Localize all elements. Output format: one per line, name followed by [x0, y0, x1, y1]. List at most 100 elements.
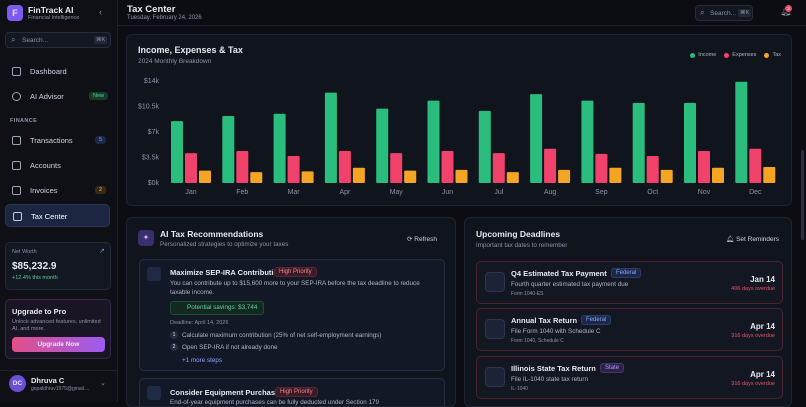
chart-card: Income, Expenses & Tax 2024 Monthly Brea…: [126, 34, 792, 206]
legend-item[interactable]: Tax: [764, 52, 781, 58]
calendar-icon: [485, 319, 505, 339]
user-menu[interactable]: ⌄: [100, 380, 106, 387]
deadline-status: 406 days overdue: [731, 286, 775, 292]
x-tick-label: Jun: [442, 189, 453, 196]
bar: [376, 108, 389, 183]
nav-item-active[interactable]: Tax Center: [5, 204, 110, 227]
upgrade-title: Upgrade to Pro: [12, 307, 67, 316]
bar: [338, 150, 351, 183]
nav-badge: 5: [95, 136, 107, 144]
bar: [660, 169, 673, 183]
bar: [581, 100, 594, 183]
deadline-form: Form 1040, Schedule C: [511, 338, 564, 344]
savings: Potential savings: $3,744: [170, 301, 265, 315]
upgrade-button[interactable]: Upgrade Now: [12, 337, 105, 352]
x-tick-label: Oct: [647, 189, 658, 196]
bar: [222, 115, 235, 183]
section-label: FINANCE: [10, 118, 38, 124]
bar: [404, 170, 417, 183]
deadline-title: Annual Tax Return: [511, 316, 578, 325]
bar: [506, 172, 519, 183]
nav-icon: [12, 92, 21, 101]
bar: [185, 153, 197, 183]
deadline-item[interactable]: Annual Tax Return Federal File Form 1040 w…: [476, 308, 783, 351]
refresh-label: Refresh: [414, 236, 438, 243]
x-tick-label: May: [390, 189, 404, 196]
deadline-form: Form 1040-ES: [511, 291, 544, 297]
bar: [558, 169, 571, 183]
scrollbar: [801, 150, 804, 240]
nav-badge: 2: [95, 186, 107, 194]
header: Tax Center Tuesday, February 24, 2026 ⌕ …: [118, 0, 806, 26]
chart-subtitle: 2024 Monthly Breakdown: [138, 58, 212, 65]
x-tick-label: Mar: [288, 189, 301, 196]
nav-item[interactable]: Dashboard: [5, 60, 110, 82]
calendar-icon: [485, 272, 505, 292]
nav-label: Accounts: [30, 161, 61, 170]
search-placeholder: Search...: [710, 10, 737, 17]
more-steps[interactable]: +1 more steps: [182, 357, 223, 364]
legend-item[interactable]: Income: [690, 52, 716, 58]
search-key: ⌘K: [94, 36, 108, 44]
bar: [273, 113, 286, 183]
rec-icon: [147, 386, 161, 400]
y-tick-label: $0k: [148, 180, 160, 187]
search-icon: ⌕: [700, 8, 705, 17]
search-key: ⌘K: [738, 9, 752, 17]
step-text: Open SEP-IRA if not already done: [182, 344, 278, 351]
rec-item-text: You can contribute up to $15,600 more to…: [170, 280, 420, 296]
deadline-item[interactable]: Q4 Estimated Tax Payment Federal Fourth qu…: [476, 261, 783, 304]
rec-item: Maximize SEP-IRA Contribution High Prior…: [139, 259, 445, 371]
deadline-item[interactable]: Illinois State Tax Return State File IL-10…: [476, 356, 783, 399]
nav-icon: [12, 136, 21, 145]
bar: [712, 167, 724, 183]
bar: [171, 121, 183, 183]
nav-item[interactable]: AI Advisor New: [5, 85, 110, 107]
page-date: Tuesday, February 24, 2026: [127, 15, 202, 21]
deadline-text: File Form 1040 with Schedule C: [511, 328, 601, 335]
legend-swatch: [724, 52, 730, 58]
nav-label: Invoices: [30, 186, 58, 195]
bar: [236, 150, 249, 183]
x-tick-label: Apr: [339, 189, 351, 196]
y-tick-label: $3.5k: [142, 154, 160, 161]
logo[interactable]: F: [7, 5, 23, 21]
avatar[interactable]: DC: [9, 375, 26, 392]
sidebar: F FinTrack AI Financial Intelligence ‹ S…: [0, 0, 118, 402]
bar: [763, 166, 776, 183]
nav-item[interactable]: Transactions 5: [5, 129, 110, 151]
refresh-button[interactable]: ⟳ Refresh: [407, 236, 438, 243]
chart-title: Income, Expenses & Tax: [138, 45, 243, 55]
set-reminders[interactable]: 🔔︎ Set Reminders: [726, 236, 780, 243]
legend-item[interactable]: Expenses: [724, 52, 756, 58]
collapse[interactable]: ‹: [99, 7, 102, 17]
header-search[interactable]: ⌕ Search... ⌘K: [695, 5, 753, 21]
legend-label: Income: [698, 52, 717, 58]
nav-label: Dashboard: [30, 67, 67, 76]
bar: [199, 170, 211, 183]
deadline-form: IL-1040: [511, 386, 528, 392]
priority-badge: High Priority: [275, 387, 318, 397]
nav-badge: New: [89, 92, 109, 100]
deadline-tag: State: [600, 363, 625, 373]
priority-badge: High Priority: [274, 267, 317, 277]
step-number: 2: [170, 343, 178, 351]
rec-item-title: Consider Equipment Purchases: [170, 388, 284, 397]
deadline-title: Illinois State Tax Return: [511, 364, 596, 373]
bar: [544, 148, 557, 183]
bar: [250, 172, 263, 183]
y-tick-label: $10.5k: [138, 103, 160, 110]
net-worth-card: Net Worth ↗ $85,232.9 +12.4% this month: [5, 242, 111, 290]
nav-item[interactable]: Invoices 2: [5, 179, 110, 201]
sidebar-search[interactable]: Search... ⌕ ⌘K: [5, 32, 111, 48]
legend-swatch: [690, 52, 696, 58]
deadline-date: Jan 14: [750, 275, 775, 284]
chart: $0k $3.5k $7k $10.5k $14k Jan Feb Mar Apr May Jun J…: [138, 78, 776, 196]
bar: [646, 156, 659, 183]
divider: [0, 370, 117, 371]
deadline-text: File IL-1040 state tax return: [511, 376, 589, 383]
bar: [684, 102, 696, 183]
nav-item[interactable]: Accounts: [5, 154, 110, 176]
legend-label: Tax: [772, 52, 781, 58]
